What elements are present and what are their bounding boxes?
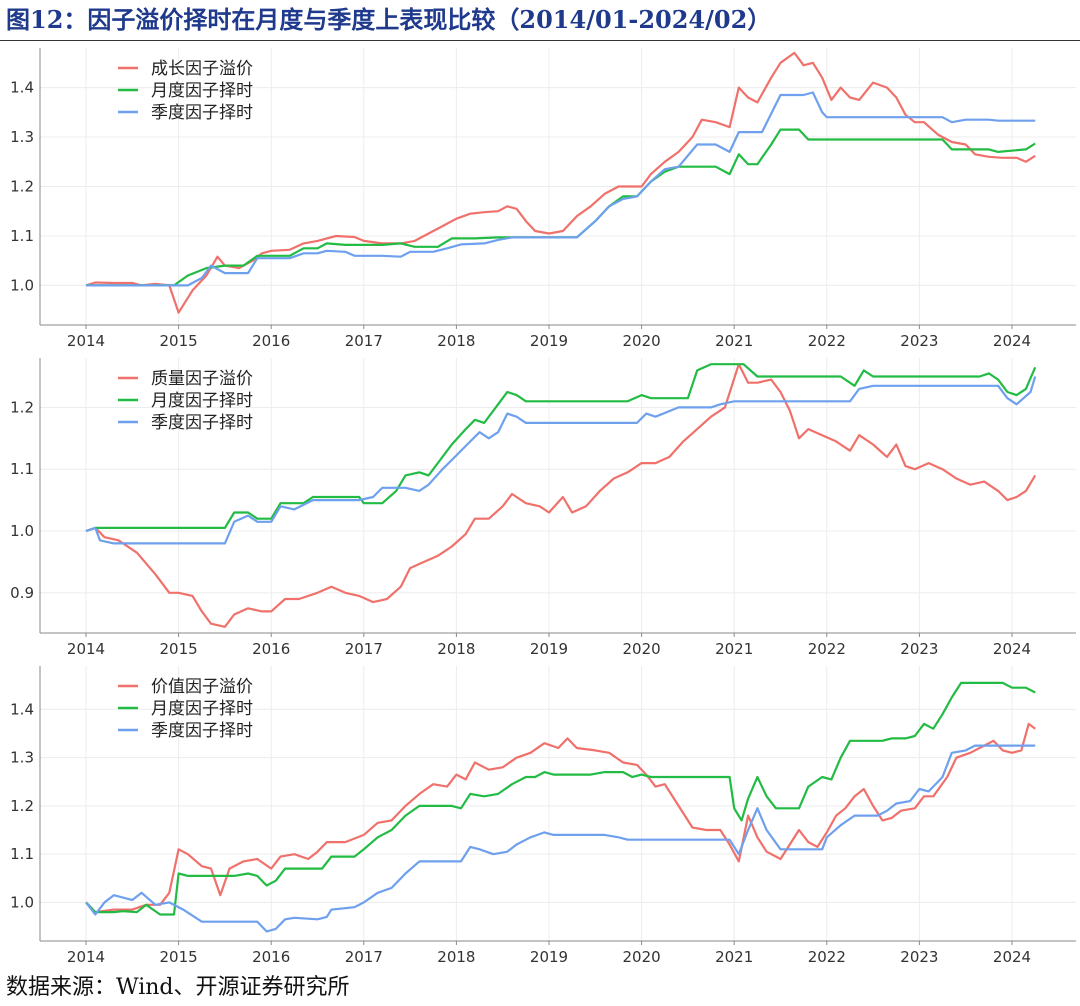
x-tick-label: 2023 [900, 640, 938, 658]
series-line-2 [85, 744, 1036, 933]
x-tick-label: 2019 [530, 332, 568, 350]
legend-label: 季度因子择时 [151, 413, 253, 433]
x-tick-label: 2015 [160, 332, 198, 350]
x-tick-label: 2016 [252, 640, 290, 658]
series-line-2 [85, 376, 1037, 545]
series-line-0 [85, 722, 1036, 914]
x-tick-label: 2021 [715, 640, 753, 658]
y-tick-label: 1.2 [10, 797, 34, 815]
x-tick-label: 2020 [623, 948, 661, 966]
y-tick-label: 1.4 [10, 79, 34, 97]
y-tick-label: 1.3 [10, 749, 34, 767]
y-tick-label: 1.3 [10, 128, 34, 146]
x-tick-label: 2017 [345, 948, 383, 966]
x-tick-label: 2016 [252, 332, 290, 350]
growth-factor-chart: 1.0 1.1 1.2 1.3 1.4 2014 2015 2016 2017 2018 2019 2… [10, 48, 1076, 350]
x-tick-label: 2024 [993, 948, 1031, 966]
figure-title: 图12：因子溢价择时在月度与季度上表现比较（2014/01-2024/02） [6, 5, 772, 34]
x-tick-label: 2022 [808, 948, 846, 966]
series-line-2 [86, 91, 1036, 287]
x-tick-label: 2021 [715, 948, 753, 966]
y-tick-label: 1.1 [10, 227, 34, 245]
x-tick-label: 2022 [808, 332, 846, 350]
x-tick-label: 2015 [160, 640, 198, 658]
y-tick-label: 1.1 [10, 460, 34, 478]
legend-label: 质量因子溢价 [151, 369, 253, 389]
x-tick-label: 2024 [993, 640, 1031, 658]
value-factor-chart: 1.0 1.1 1.2 1.3 1.4 2014 2015 2016 2017 2018 2019 2… [10, 666, 1076, 966]
y-tick-label: 1.0 [10, 276, 34, 294]
series-line-1 [85, 681, 1036, 916]
x-tick-label: 2015 [160, 948, 198, 966]
x-tick-label: 2019 [530, 948, 568, 966]
x-tick-label: 2017 [345, 640, 383, 658]
data-source-note: 数据来源：Wind、开源证券研究所 [6, 975, 350, 1000]
x-tick-label: 2020 [623, 332, 661, 350]
x-tick-label: 2018 [437, 332, 475, 350]
x-tick-label: 2014 [67, 332, 105, 350]
series-line-1 [86, 128, 1036, 287]
x-tick-label: 2019 [530, 640, 568, 658]
x-tick-label: 2020 [623, 640, 661, 658]
legend-label: 季度因子择时 [151, 103, 253, 123]
y-tick-label: 1.1 [10, 845, 34, 863]
x-tick-label: 2021 [715, 332, 753, 350]
y-tick-label: 0.9 [10, 584, 34, 602]
x-tick-label: 2023 [900, 948, 938, 966]
y-tick-label: 1.4 [10, 700, 34, 718]
x-tick-label: 2014 [67, 948, 105, 966]
legend-label: 价值因子溢价 [151, 677, 253, 697]
x-tick-label: 2023 [900, 332, 938, 350]
x-tick-label: 2016 [252, 948, 290, 966]
y-tick-label: 1.2 [10, 398, 34, 416]
quality-factor-chart: 0.9 1.0 1.1 1.2 2014 2015 2016 2017 2018 2019 2020… [10, 358, 1076, 658]
title-divider [0, 40, 1080, 41]
legend-label: 月度因子择时 [151, 699, 253, 719]
x-tick-label: 2022 [808, 640, 846, 658]
x-tick-label: 2017 [345, 332, 383, 350]
legend-label: 月度因子择时 [151, 391, 253, 411]
series-line-0 [85, 363, 1037, 628]
x-tick-label: 2018 [437, 640, 475, 658]
x-tick-label: 2024 [993, 332, 1031, 350]
y-tick-label: 1.0 [10, 893, 34, 911]
x-tick-label: 2018 [437, 948, 475, 966]
series-line-1 [85, 363, 1037, 533]
legend-label: 成长因子溢价 [151, 59, 253, 79]
legend-label: 月度因子择时 [151, 81, 253, 101]
legend-label: 季度因子择时 [151, 721, 253, 741]
y-tick-label: 1.0 [10, 522, 34, 540]
y-tick-label: 1.2 [10, 178, 34, 196]
x-tick-label: 2014 [67, 640, 105, 658]
